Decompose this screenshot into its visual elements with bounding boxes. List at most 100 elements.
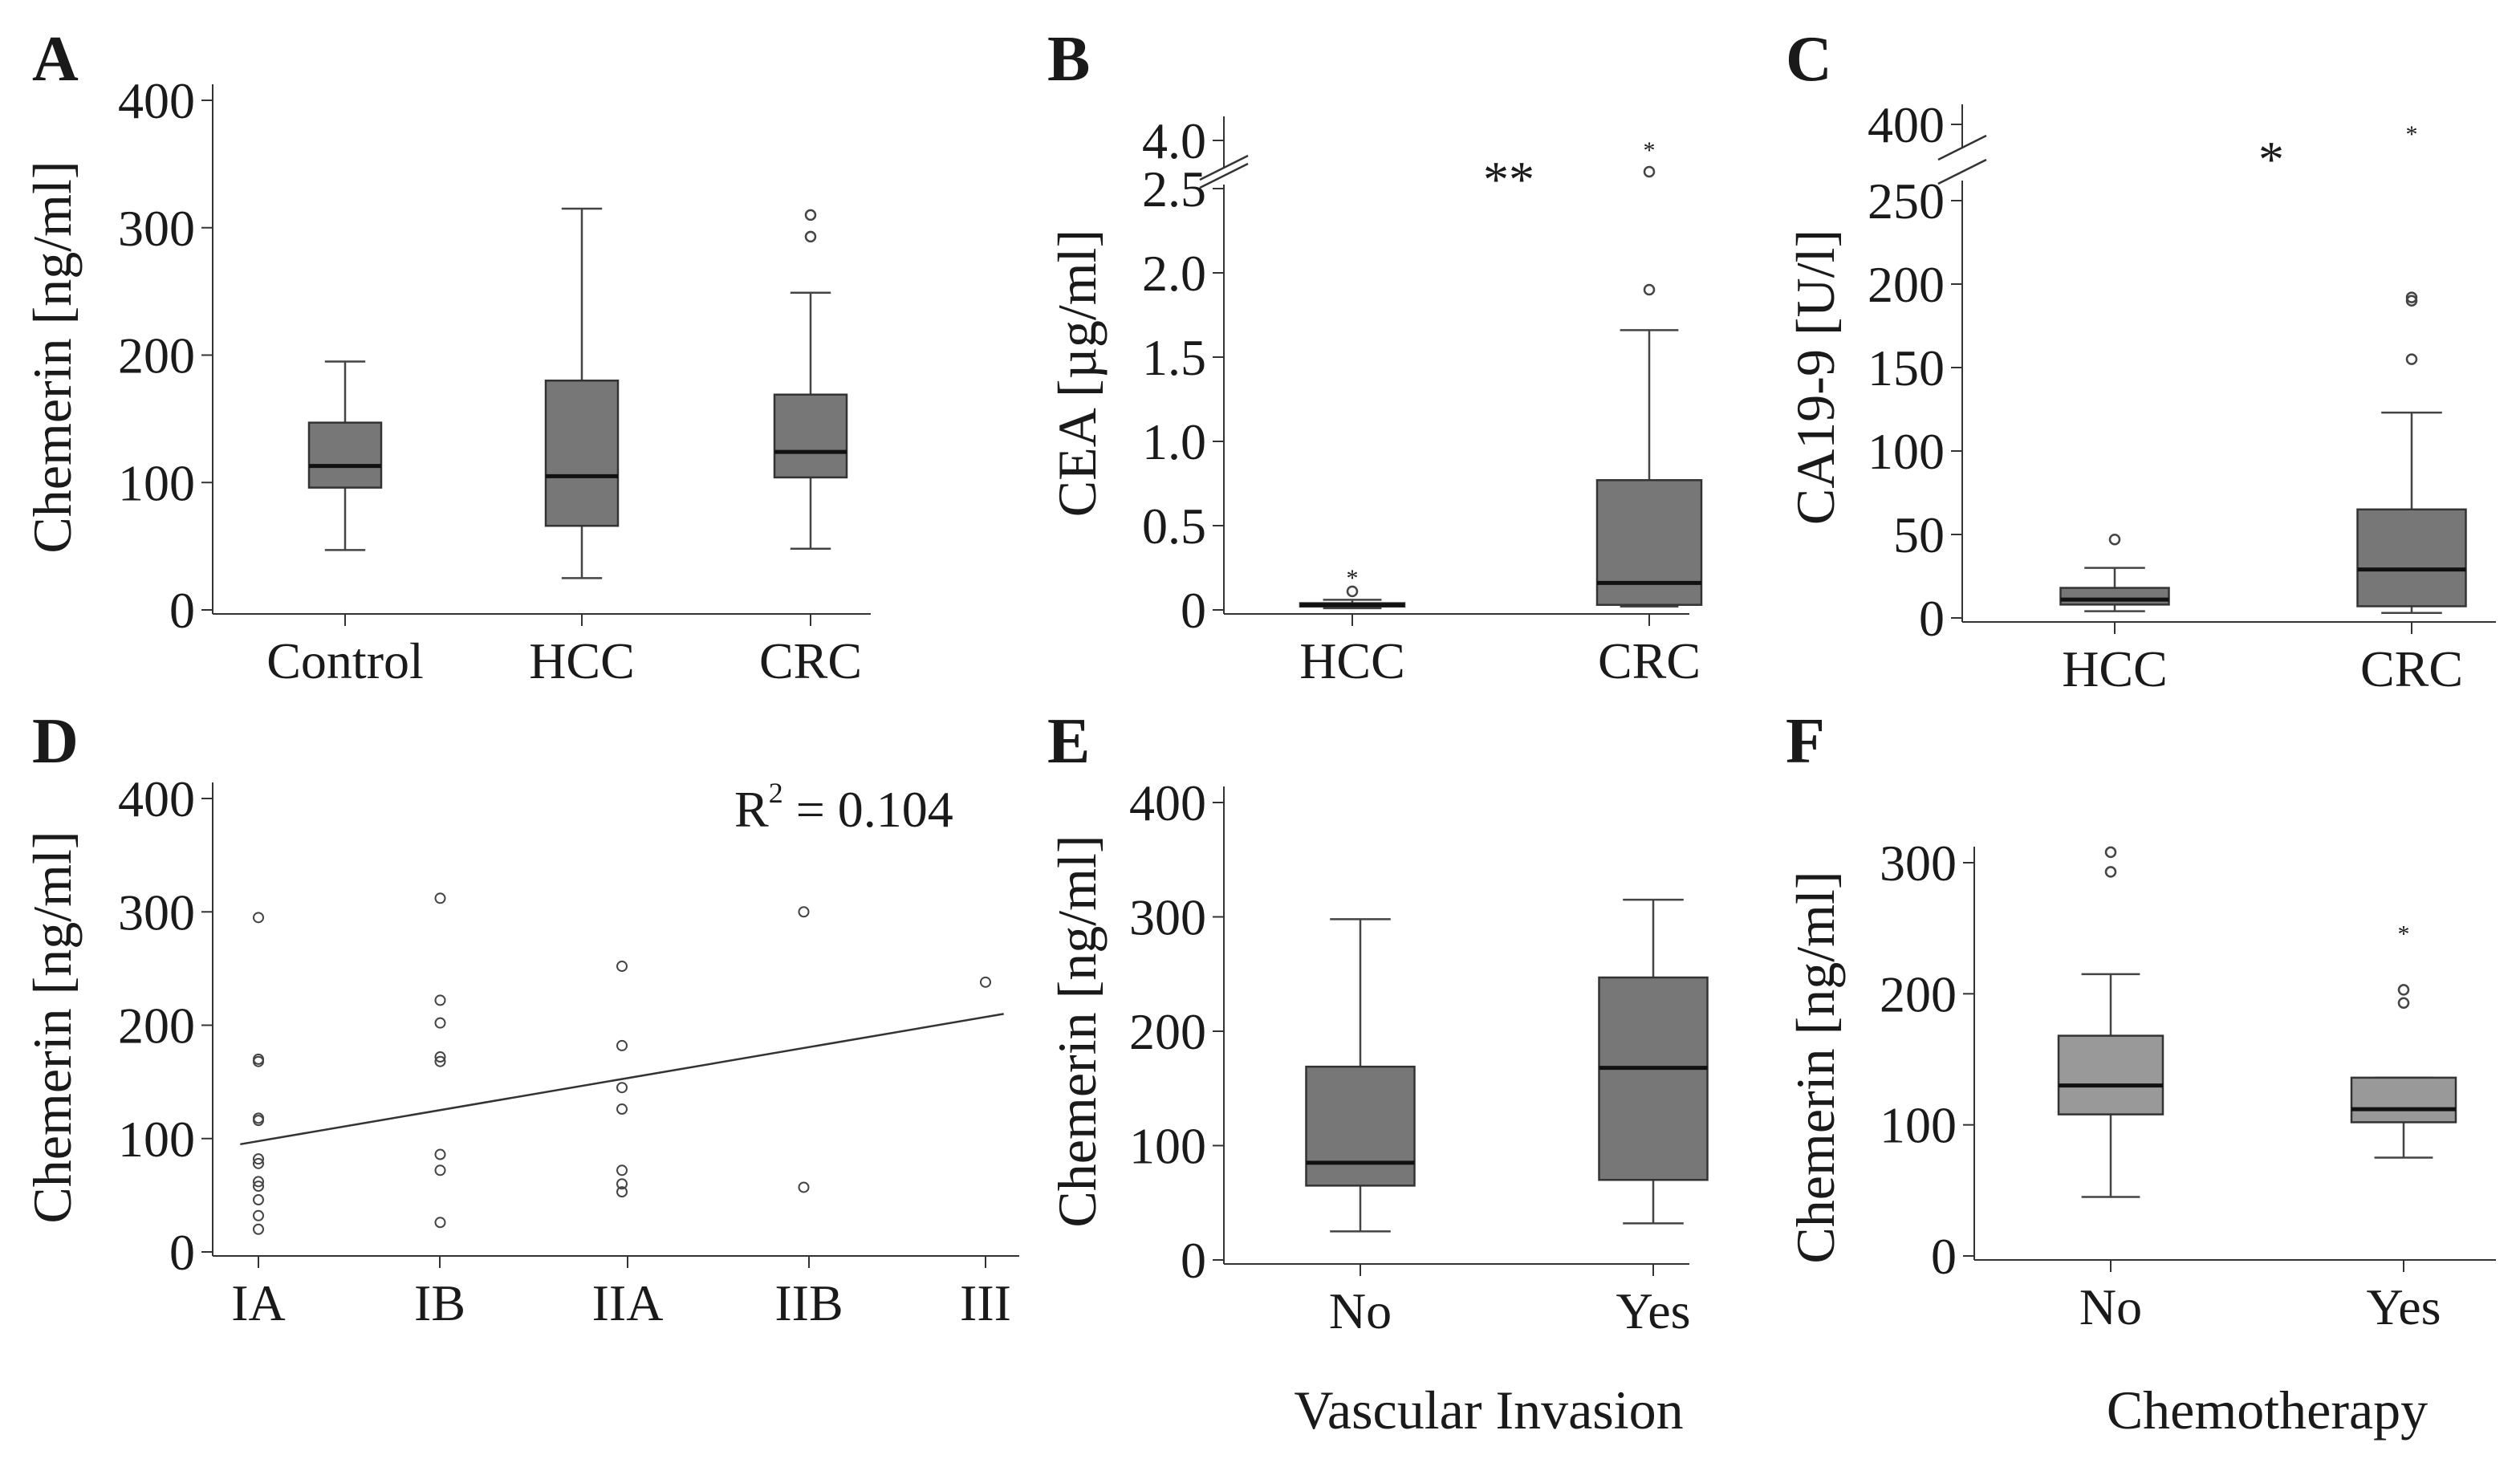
scatter-point — [616, 1103, 628, 1115]
y-axis-label: Chemerin [ng/ml] — [1047, 835, 1108, 1227]
y-tick-label: 1.0 — [1142, 413, 1206, 470]
scatter-point — [253, 1209, 264, 1221]
y-tick-label: 100 — [1880, 1097, 1957, 1154]
x-tick-label: HCC — [2062, 640, 2168, 697]
panel-letter-a: A — [32, 24, 79, 95]
panel-e-chart: 0 100 200 300 400 No Yes Chemerin [ng/ml] Vascul… — [1047, 774, 1709, 1441]
scatter-point — [253, 1115, 264, 1127]
x-axis-label: Vascular Invasion — [1294, 1380, 1683, 1441]
y-tick-label: 400 — [1129, 774, 1206, 831]
axis-break-mark — [1937, 158, 1987, 185]
x-tick-label: IIB — [774, 1274, 843, 1331]
scatter-point — [253, 1055, 264, 1067]
y-tick-label: 200 — [1868, 256, 1945, 313]
scatter-point — [253, 1176, 264, 1188]
y-tick-label: 4.0 — [1142, 112, 1206, 169]
box-iqr — [2356, 508, 2467, 608]
box-iqr — [1305, 1065, 1416, 1187]
x-tick-label: No — [2079, 1278, 2142, 1335]
y-tick-label: 200 — [118, 327, 195, 384]
scatter-point — [616, 961, 628, 973]
y-tick-label: 0 — [1181, 582, 1206, 639]
scatter-point — [980, 976, 991, 988]
box-iqr — [2350, 1076, 2457, 1124]
panel-letter-d: D — [32, 706, 79, 777]
outlier-point — [2405, 353, 2418, 365]
y-tick-label: 100 — [118, 454, 195, 511]
panel-letter-c: C — [1786, 24, 1832, 95]
significance-marker: * — [2258, 131, 2284, 188]
outlier-point — [804, 209, 817, 221]
outlier-point — [2405, 291, 2418, 303]
panel-d-chart: 0 100 200 300 400 IA IB IIA IIB III Chemerin [ng/m… — [22, 770, 1019, 1331]
extreme-marker: * — [2406, 121, 2418, 148]
scatter-point — [616, 1082, 628, 1094]
scatter-point — [253, 1153, 264, 1165]
axis-break-mark — [1937, 134, 1987, 161]
y-tick-label: 300 — [1880, 835, 1957, 892]
scatter-point — [798, 906, 810, 918]
panel-a-chart: 0 100 200 300 400 Control HCC CRC Chemerin [ng/m… — [22, 72, 871, 689]
x-tick-label: Control — [266, 632, 424, 689]
y-tick-label: 300 — [118, 884, 195, 941]
x-tick-label: CRC — [759, 632, 862, 689]
y-tick-label: 1.5 — [1142, 329, 1206, 386]
x-tick-label: CRC — [1598, 632, 1701, 689]
panel-letter-f: F — [1786, 706, 1825, 777]
y-tick-label: 0.5 — [1142, 498, 1206, 555]
y-tick-label: 200 — [118, 998, 195, 1055]
y-tick-label: 400 — [118, 770, 195, 827]
x-tick-label: HCC — [529, 632, 635, 689]
y-tick-label: 50 — [1893, 506, 1945, 563]
y-axis-label: Chemerin [ng/ml] — [22, 831, 83, 1223]
box-iqr — [2059, 587, 2170, 606]
x-tick-label: No — [1329, 1282, 1392, 1339]
scatter-point — [616, 1039, 628, 1051]
outlier-point — [2405, 295, 2418, 307]
scatter-point — [616, 1164, 628, 1176]
y-tick-label: 100 — [1129, 1118, 1206, 1175]
y-tick-label: 400 — [1868, 96, 1945, 153]
y-tick-label: 0 — [169, 582, 195, 639]
y-tick-label: 100 — [1868, 423, 1945, 480]
y-tick-label: 250 — [1868, 173, 1945, 230]
extreme-marker: * — [1644, 137, 1656, 164]
box-iqr — [1598, 976, 1709, 1181]
y-axis-label: Chemerin [ng/ml] — [22, 161, 83, 553]
x-axis-label: Chemotherapy — [2107, 1380, 2428, 1441]
panel-letter-b: B — [1047, 24, 1090, 95]
scatter-point — [434, 1017, 446, 1029]
y-tick-label: 300 — [118, 200, 195, 257]
outlier-point — [2104, 846, 2117, 859]
outlier-point — [2108, 533, 2121, 546]
y-axis-label: CA19-9 [U/l] — [1785, 230, 1846, 525]
y-tick-label: 200 — [1129, 1003, 1206, 1060]
x-tick-label: Yes — [2366, 1278, 2441, 1335]
axis-break-mark — [1199, 162, 1249, 189]
box-iqr — [773, 393, 848, 479]
box-iqr — [307, 421, 383, 489]
box-iqr — [1595, 479, 1703, 606]
regression-line — [240, 1013, 1004, 1146]
scatter-point — [253, 912, 264, 924]
scatter-point — [253, 1194, 264, 1206]
panel-f-chart: 0 100 200 300 No Yes Chemerin [ng/ml] Chemother… — [1785, 835, 2496, 1441]
box-iqr — [2057, 1034, 2164, 1115]
scatter-point — [434, 892, 446, 904]
box-iqr — [544, 380, 620, 527]
outlier-point — [1643, 283, 1656, 296]
panel-letter-e: E — [1047, 706, 1090, 777]
scatter-point — [253, 1181, 264, 1193]
scatter-point — [434, 994, 446, 1006]
y-tick-label: 100 — [118, 1111, 195, 1168]
scatter-point — [253, 1157, 264, 1169]
scatter-point — [616, 1178, 628, 1190]
scatter-point — [434, 1055, 446, 1067]
panel-c-chart: 400 0 50 100 150 200 250 HCC CRC CA19-9 [U/l] * * — [1785, 96, 2496, 697]
y-tick-label: 400 — [118, 72, 195, 129]
scatter-point — [253, 1223, 264, 1235]
outlier-point — [2397, 984, 2410, 996]
scatter-point — [434, 1164, 446, 1176]
